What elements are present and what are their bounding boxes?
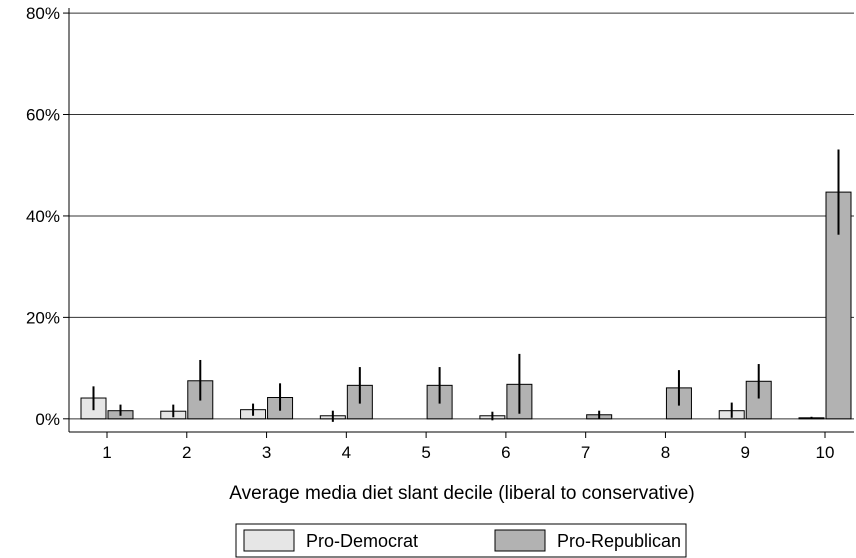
y-tick-label: 80% — [26, 4, 60, 23]
x-tick-label: 7 — [581, 443, 590, 462]
gridlines — [69, 12, 854, 420]
x-tick-label: 3 — [262, 443, 271, 462]
x-axis-label: Average media diet slant decile (liberal… — [229, 483, 694, 504]
axes: 0% 20% 40% 60% 80% 1 2 3 4 5 6 7 8 9 10 — [26, 4, 854, 462]
legend-box — [235, 523, 687, 558]
x-tick-label: 2 — [182, 443, 191, 462]
x-tick-label: 8 — [661, 443, 670, 462]
x-tick-label: 10 — [816, 443, 835, 462]
legend: Pro-Democrat Pro-Republican — [235, 523, 687, 558]
y-tick-label: 0% — [35, 410, 60, 429]
legend-label-pro-republican: Pro-Republican — [557, 531, 681, 551]
x-tick-label: 5 — [421, 443, 430, 462]
x-tick-label: 6 — [501, 443, 510, 462]
x-tick-label: 4 — [342, 443, 351, 462]
x-tick-label: 1 — [102, 443, 111, 462]
legend-swatch-pro-democrat — [243, 529, 295, 552]
y-tick-label: 60% — [26, 106, 60, 125]
legend-label-pro-democrat: Pro-Democrat — [306, 531, 418, 551]
x-tick-label: 9 — [740, 443, 749, 462]
y-tick-label: 20% — [26, 308, 60, 327]
bars — [80, 149, 852, 422]
y-tick-label: 40% — [26, 207, 60, 226]
legend-swatch-pro-republican — [494, 529, 546, 552]
